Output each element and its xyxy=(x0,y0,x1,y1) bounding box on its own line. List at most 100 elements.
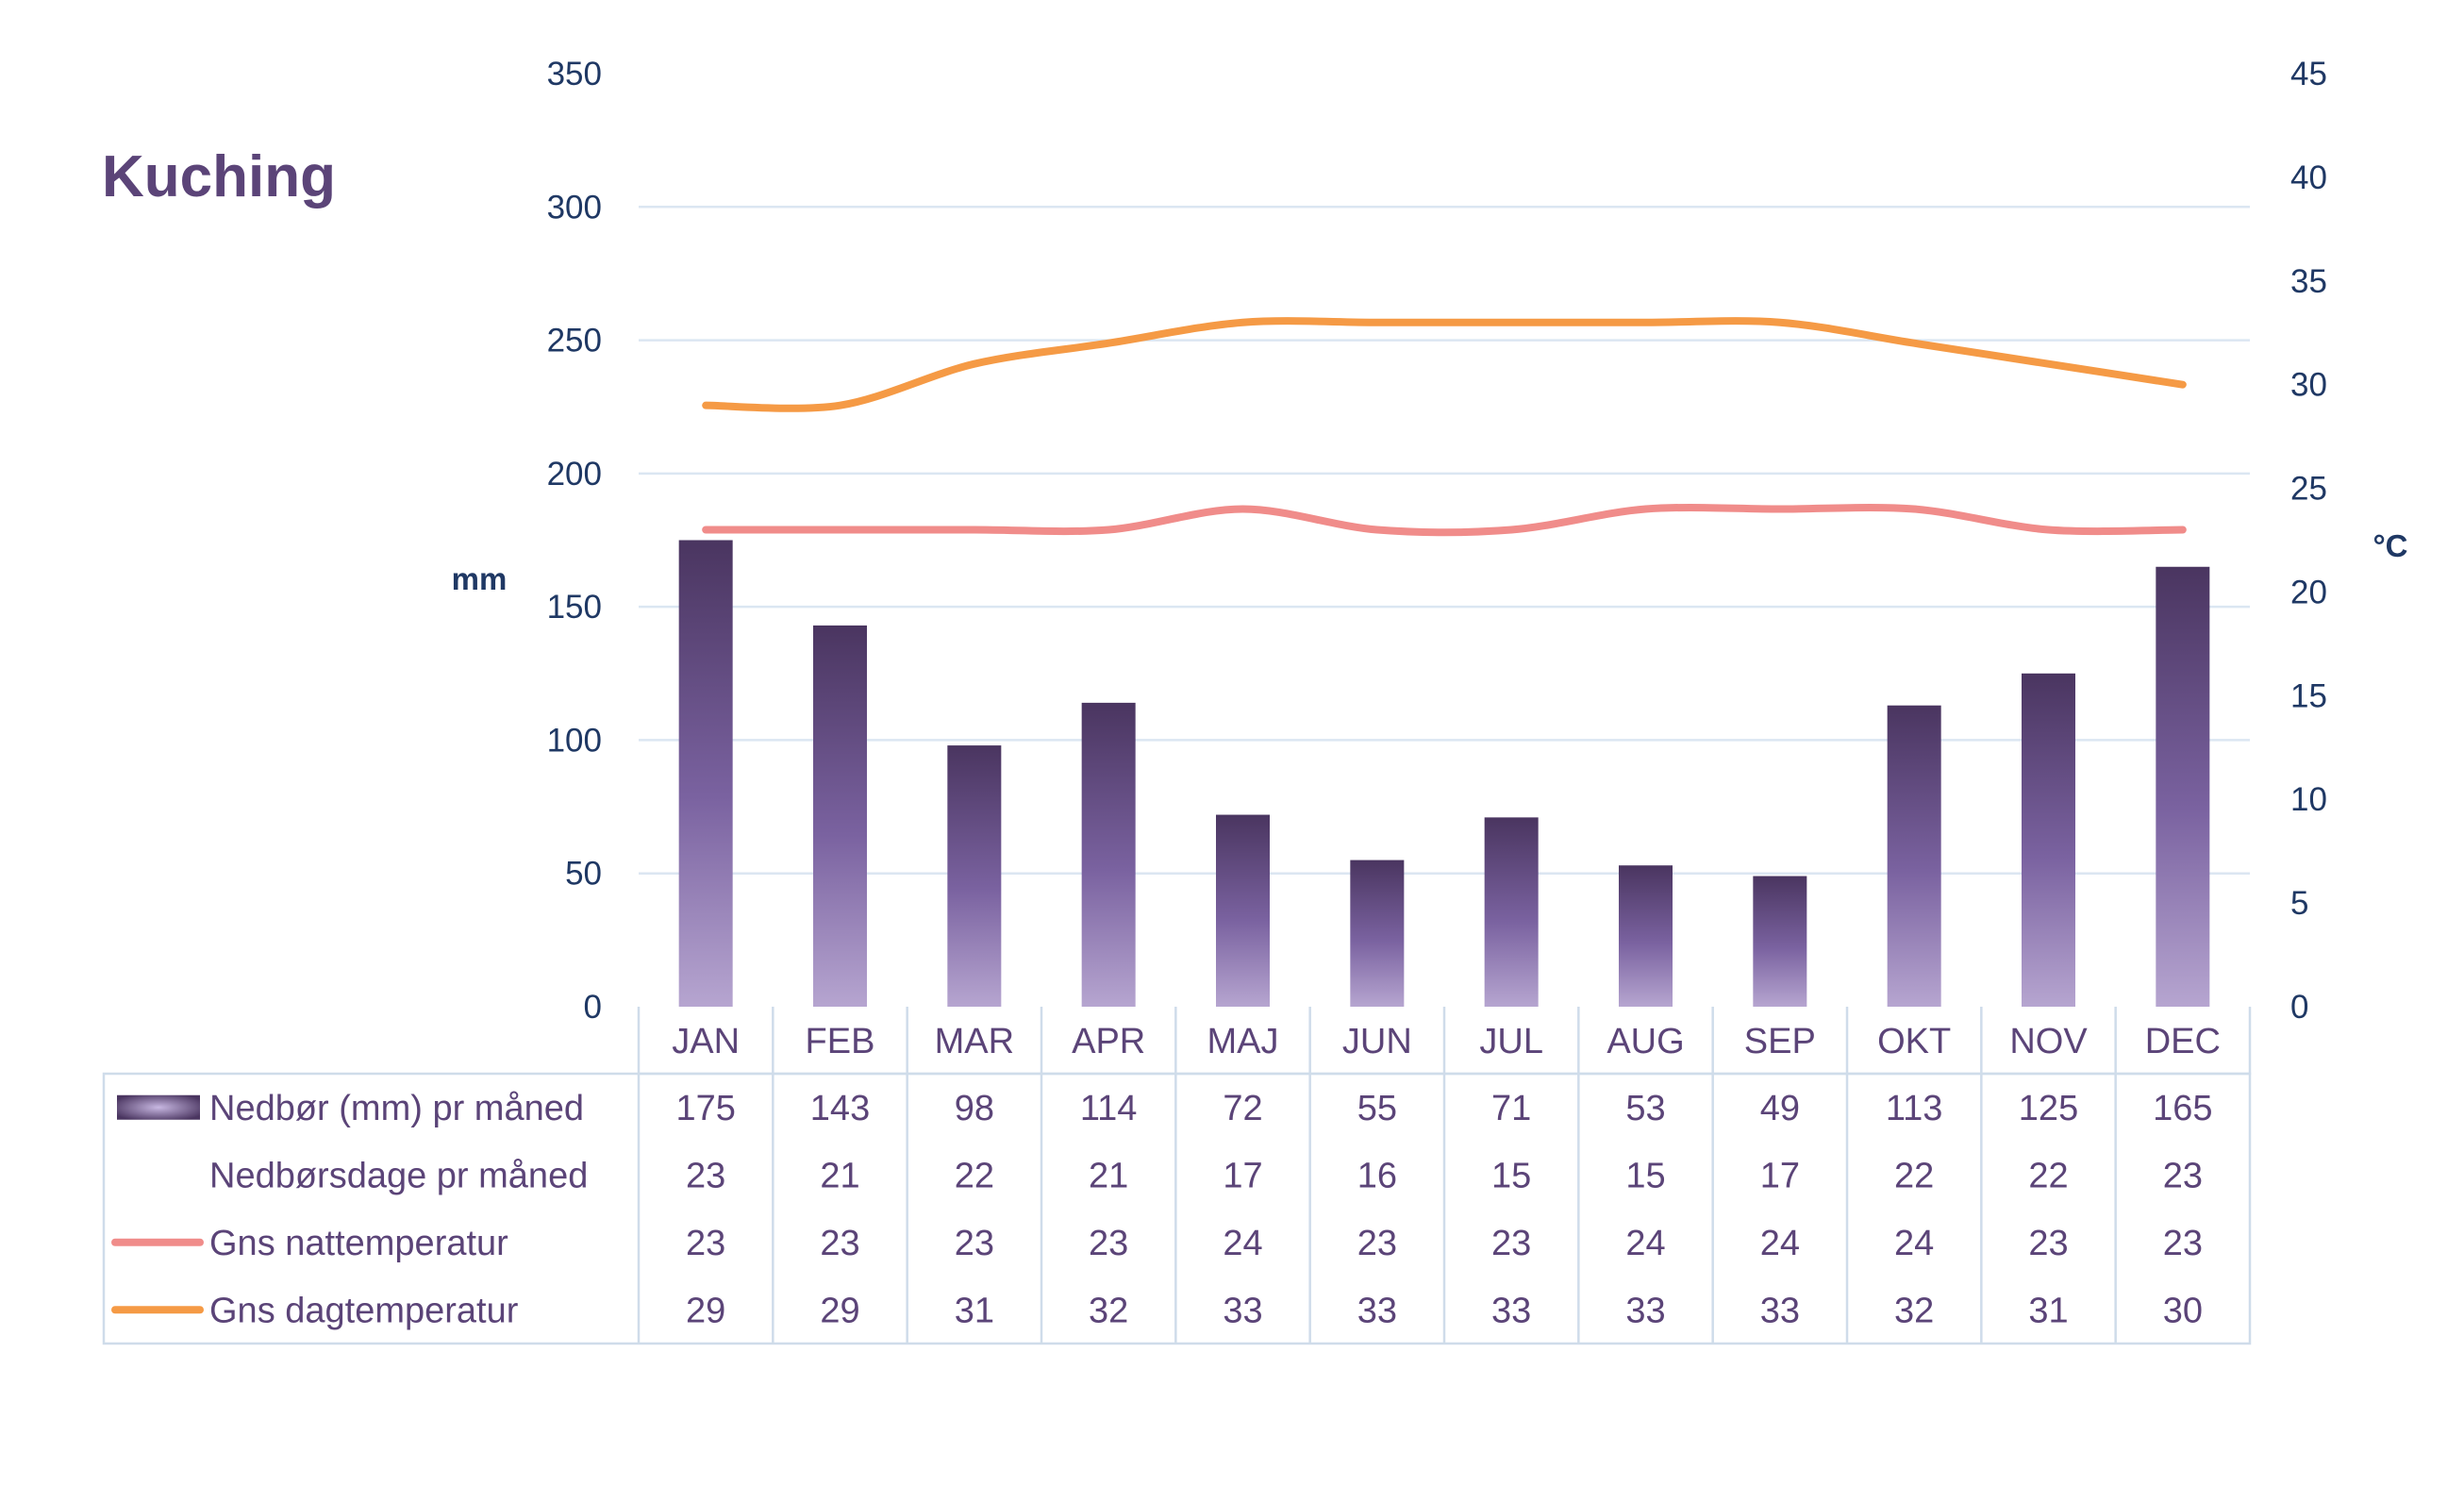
x-tick-label: APR xyxy=(1072,1022,1145,1061)
chart-title: Kuching xyxy=(102,144,336,209)
data-label: 98 xyxy=(955,1089,994,1128)
data-label: 23 xyxy=(820,1224,859,1263)
legend-label: Gns dagtemperatur xyxy=(209,1291,519,1330)
data-label: 21 xyxy=(820,1156,859,1195)
data-label: 23 xyxy=(686,1156,725,1195)
legend-label: Gns nattemperatur xyxy=(209,1224,508,1263)
data-label: 22 xyxy=(1894,1156,1934,1195)
data-label: 33 xyxy=(1625,1291,1665,1330)
y-tick-right: 30 xyxy=(2290,367,2327,404)
data-label: 53 xyxy=(1625,1089,1665,1128)
data-label: 23 xyxy=(2163,1224,2203,1263)
x-tick-label: MAR xyxy=(935,1022,1014,1061)
y-tick-right: 5 xyxy=(2290,885,2308,922)
bar xyxy=(813,625,867,1007)
legend-label: Nedbør (mm) pr måned xyxy=(209,1089,584,1128)
y-axis-right-label: °C xyxy=(2372,528,2407,563)
legend-label: Nedbørsdage pr måned xyxy=(209,1156,588,1195)
bar-series xyxy=(678,540,2210,1007)
y-tick-right: 25 xyxy=(2290,471,2327,508)
data-label: 33 xyxy=(1760,1291,1800,1330)
bar xyxy=(1753,876,1807,1007)
data-label: 143 xyxy=(810,1089,870,1128)
bar xyxy=(1887,705,1941,1007)
y-tick-left: 350 xyxy=(547,56,602,92)
gridlines xyxy=(639,206,2250,875)
data-label: 24 xyxy=(1894,1224,1934,1263)
data-label: 15 xyxy=(1491,1156,1531,1195)
data-label: 49 xyxy=(1760,1089,1800,1128)
y-axis-right-ticks: 0 5 10 15 20 25 30 35 40 45 xyxy=(2290,56,2327,1026)
y-tick-left: 0 xyxy=(584,989,602,1026)
y-axis-left-ticks: 0 50 100 150 200 250 300 350 xyxy=(547,56,602,1026)
data-label: 23 xyxy=(686,1224,725,1263)
bar xyxy=(1216,814,1270,1007)
bar xyxy=(1484,817,1539,1007)
x-tick-label: FEB xyxy=(806,1022,875,1061)
data-label: 125 xyxy=(2019,1089,2078,1128)
bar xyxy=(947,745,1002,1007)
y-tick-left: 200 xyxy=(547,456,602,493)
bar xyxy=(2156,566,2210,1007)
y-tick-right: 10 xyxy=(2290,781,2327,818)
data-label: 30 xyxy=(2163,1291,2203,1330)
bar xyxy=(1619,865,1673,1007)
y-tick-right: 40 xyxy=(2290,159,2327,196)
data-label: 175 xyxy=(675,1089,735,1128)
x-tick-label: AUG xyxy=(1607,1022,1684,1061)
data-label: 16 xyxy=(1357,1156,1397,1195)
x-tick-label: OKT xyxy=(1877,1022,1951,1061)
bar xyxy=(678,540,733,1007)
data-label: 165 xyxy=(2153,1089,2212,1128)
data-label: 71 xyxy=(1491,1089,1531,1128)
data-label: 113 xyxy=(1886,1089,1943,1128)
y-tick-left: 150 xyxy=(547,589,602,626)
data-label: 23 xyxy=(2028,1224,2068,1263)
table-body-border xyxy=(102,1072,2252,1345)
data-label: 55 xyxy=(1357,1089,1397,1128)
data-label: 114 xyxy=(1080,1089,1138,1128)
y-tick-left: 100 xyxy=(547,722,602,759)
y-tick-right: 20 xyxy=(2290,574,2327,610)
data-label: 33 xyxy=(1357,1291,1397,1330)
line-series xyxy=(702,317,2187,537)
y-tick-right: 35 xyxy=(2290,263,2327,300)
data-label: 21 xyxy=(1089,1156,1128,1195)
data-label: 33 xyxy=(1223,1291,1262,1330)
y-tick-left: 250 xyxy=(547,323,602,359)
line-gns-nattemperatur xyxy=(702,503,2187,537)
data-label: 22 xyxy=(2028,1156,2068,1195)
y-tick-left: 50 xyxy=(565,856,602,893)
x-tick-label: MAJ xyxy=(1207,1022,1279,1061)
data-label: 23 xyxy=(1357,1224,1397,1263)
x-tick-label: NOV xyxy=(2009,1022,2088,1061)
data-label: 29 xyxy=(686,1291,725,1330)
data-label: 32 xyxy=(1894,1291,1934,1330)
data-label: 24 xyxy=(1223,1224,1262,1263)
legend-key-bar xyxy=(117,1094,200,1120)
data-label: 17 xyxy=(1760,1156,1800,1195)
data-label: 23 xyxy=(1491,1224,1531,1263)
data-label: 23 xyxy=(1089,1224,1128,1263)
data-table: JAN FEB MAR APR MAJ JUN JUL AUG SEP OKT NOV DEC Nedb… xyxy=(102,1007,2252,1345)
data-label: 29 xyxy=(820,1291,859,1330)
data-label: 23 xyxy=(2163,1156,2203,1195)
data-label: 24 xyxy=(1760,1224,1800,1263)
x-tick-label: DEC xyxy=(2145,1022,2221,1061)
data-label: 32 xyxy=(1089,1291,1128,1330)
data-label: 72 xyxy=(1223,1089,1262,1128)
data-label: 17 xyxy=(1223,1156,1262,1195)
bar xyxy=(1350,860,1405,1007)
data-label: 23 xyxy=(955,1224,994,1263)
x-tick-label: JUN xyxy=(1342,1022,1412,1061)
y-tick-right: 15 xyxy=(2290,677,2327,714)
x-tick-label: JUL xyxy=(1479,1022,1543,1061)
x-tick-label: JAN xyxy=(672,1022,740,1061)
data-label: 33 xyxy=(1491,1291,1531,1330)
data-label: 24 xyxy=(1625,1224,1665,1263)
data-label: 22 xyxy=(955,1156,994,1195)
data-label: 31 xyxy=(955,1291,994,1330)
line-gns-dagtemperatur xyxy=(702,317,2187,412)
y-tick-left: 300 xyxy=(547,189,602,225)
